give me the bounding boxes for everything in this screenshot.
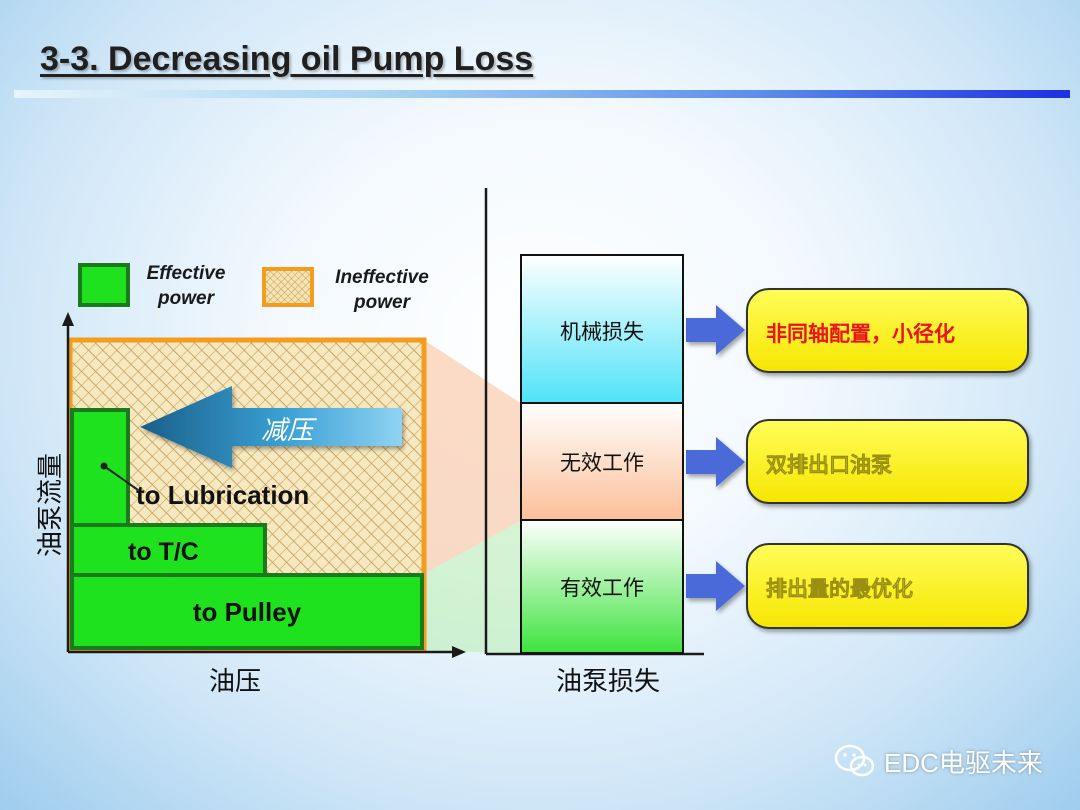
measure-arrow-1 (686, 305, 745, 355)
legend-ineffective-label: Ineffective power (326, 265, 438, 315)
watermark-text: EDC电驱未来 (884, 747, 1043, 778)
left-y-axis-label: 油泵流量 (36, 453, 66, 557)
lubrication-block (70, 408, 130, 527)
measure-box-1 (746, 288, 1029, 373)
pulley-block (70, 573, 424, 650)
tc-block (70, 523, 267, 577)
measure-box-3 (746, 543, 1029, 629)
tc-label: to T/C (128, 538, 199, 566)
legend-effective-label: Effective power (138, 261, 234, 311)
measure-arrow-2 (686, 437, 745, 487)
legend-ineffective-swatch (262, 267, 314, 307)
measure-text-1: 非同轴配置，小径化 (766, 322, 955, 346)
legend-effective-line1: Effective (146, 263, 226, 284)
slide-title: 3-3. Decreasing oil Pump Loss (40, 40, 534, 78)
watermark: EDC电驱未来 (834, 742, 1043, 780)
segment-effective-work-label: 有效工作 (560, 576, 644, 600)
title-divider (14, 90, 1070, 98)
pressure-reduce-arrow (140, 386, 402, 468)
wechat-icon (834, 744, 875, 777)
measure-box-2 (746, 419, 1029, 504)
legend-ineffective-line1: Ineffective (335, 267, 429, 288)
measure-text-3: 排出量的最优化 (766, 577, 913, 601)
left-y-axis-arrowhead (62, 312, 74, 326)
projection-fan-peach (424, 340, 522, 574)
pulley-label: to Pulley (193, 597, 302, 627)
segment-effective-work (520, 519, 684, 654)
measure-text-2: 双排出口油泵 (766, 453, 892, 477)
lubrication-label: to Lubrication (136, 480, 309, 510)
segment-mechanical-loss-label: 机械损失 (560, 320, 644, 344)
projection-fan-green (424, 520, 522, 654)
left-x-axis-arrowhead (452, 646, 466, 658)
pressure-reduce-label: 减压 (261, 416, 318, 446)
segment-ineffective-work (520, 402, 684, 521)
lubrication-leader-line (103, 465, 139, 491)
measure-arrow-3 (686, 561, 745, 611)
segment-ineffective-work-label: 无效工作 (560, 451, 644, 475)
right-x-axis-label: 油泵损失 (556, 667, 660, 697)
legend-effective-swatch (78, 263, 130, 307)
legend-ineffective-line2: power (354, 292, 410, 313)
left-x-axis-label: 油压 (209, 667, 261, 697)
legend-effective-line2: power (158, 288, 214, 309)
